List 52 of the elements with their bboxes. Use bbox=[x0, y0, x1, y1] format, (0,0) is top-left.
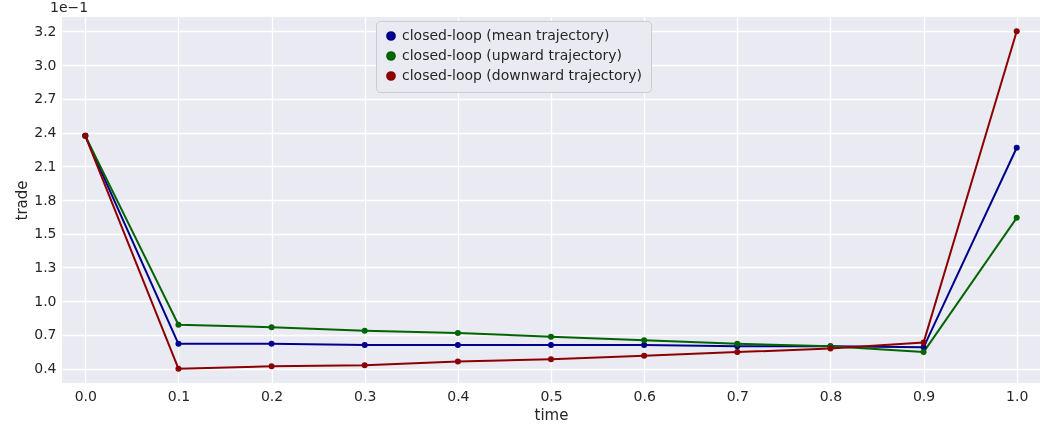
point bbox=[175, 365, 182, 372]
point bbox=[268, 324, 275, 331]
point bbox=[548, 356, 554, 363]
y-tick-label: 2.4 bbox=[34, 124, 57, 140]
x-tick-label: 0.8 bbox=[819, 387, 843, 404]
point bbox=[268, 340, 275, 347]
point bbox=[175, 321, 182, 328]
x-tick-label: 0.1 bbox=[167, 387, 191, 404]
point bbox=[361, 327, 368, 334]
point bbox=[548, 341, 554, 348]
point bbox=[361, 341, 368, 348]
y-axis-title: trade bbox=[13, 180, 32, 221]
x-tick-label: 0.7 bbox=[726, 387, 749, 404]
x-tick-label: 0.0 bbox=[74, 387, 97, 404]
x-tick-label: 0.2 bbox=[260, 387, 284, 404]
point bbox=[641, 352, 648, 359]
y-tick-label: 3.0 bbox=[34, 56, 57, 73]
y-tick-label: 2.7 bbox=[34, 90, 57, 107]
legend-label: closed-loop (downward trajectory) bbox=[402, 67, 643, 83]
point bbox=[268, 363, 275, 370]
point bbox=[920, 349, 927, 356]
point bbox=[641, 337, 648, 344]
point bbox=[1013, 144, 1020, 151]
x-tick-label: 0.6 bbox=[633, 387, 656, 404]
y-tick-label: 1.3 bbox=[34, 259, 57, 275]
point bbox=[548, 333, 554, 340]
y-tick-label: 1.5 bbox=[34, 225, 57, 242]
point bbox=[920, 339, 927, 346]
text: 1e−1 bbox=[50, 0, 89, 15]
point bbox=[454, 341, 461, 348]
x-tick-label: 0.4 bbox=[447, 387, 470, 404]
point bbox=[1013, 28, 1020, 35]
point bbox=[734, 349, 741, 356]
y-tick-label: 2.1 bbox=[34, 157, 57, 174]
point bbox=[454, 358, 461, 365]
point bbox=[641, 341, 648, 348]
legend-label: closed-loop (upward trajectory) bbox=[402, 47, 623, 63]
x-tick-label: 0.9 bbox=[912, 387, 936, 404]
point bbox=[454, 330, 461, 337]
x-tick-label: 0.3 bbox=[354, 387, 377, 404]
x-tick-label: 0.5 bbox=[540, 387, 563, 404]
x-axis-title: time bbox=[534, 405, 569, 424]
legend-label: closed-loop (mean trajectory) bbox=[402, 27, 610, 43]
y-tick-label: 1.8 bbox=[34, 191, 57, 208]
point bbox=[175, 340, 182, 347]
point bbox=[1013, 214, 1020, 221]
x-tick-label: 1.0 bbox=[1006, 387, 1029, 404]
y-tick-label: 3.2 bbox=[34, 22, 57, 39]
y-tick-label: 0.7 bbox=[34, 326, 57, 343]
y-tick-label: 1.0 bbox=[34, 292, 57, 309]
point bbox=[361, 362, 368, 369]
y-tick-label: 0.4 bbox=[34, 360, 57, 377]
